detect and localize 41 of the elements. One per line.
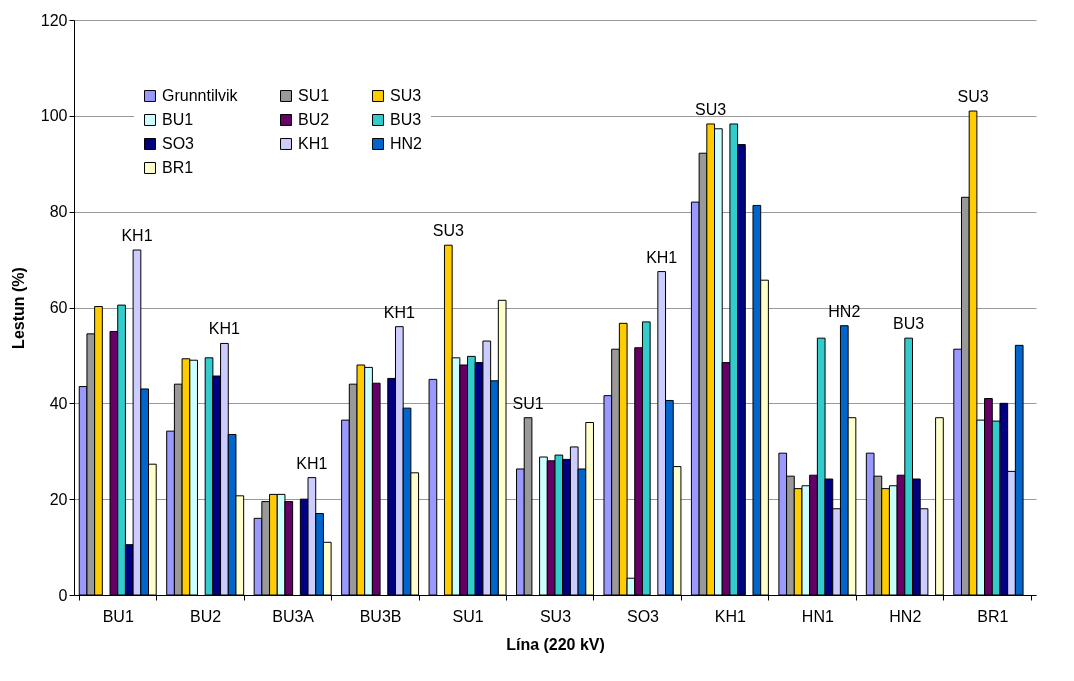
x-tick-label: HN1 (801, 607, 834, 625)
y-tick-label: 20 (49, 490, 68, 508)
annotation: SU3 (957, 88, 989, 106)
annotation: KH1 (383, 303, 415, 321)
legend-label: BU1 (162, 111, 194, 128)
legend-label: BU3 (390, 111, 422, 128)
legend-label: HN2 (390, 135, 423, 152)
x-tick-label: SU1 (452, 607, 484, 625)
x-tick-label: HN2 (889, 607, 922, 625)
annotation: SU1 (512, 394, 544, 412)
x-tick-label: SU3 (539, 607, 572, 625)
legend-label: BR1 (162, 159, 194, 176)
x-tick-label: BU2 (190, 607, 222, 625)
annotation: KH1 (646, 248, 678, 266)
x-tick-label: KH1 (714, 607, 747, 625)
y-tick-label: 120 (40, 11, 68, 29)
legend-label: Grunntilvik (162, 87, 239, 104)
y-tick-label: 100 (40, 107, 68, 125)
y-tick-label: 60 (49, 299, 68, 316)
annotation: KH1 (208, 320, 241, 338)
legend-label: BU2 (298, 111, 330, 128)
legend-label: SO3 (162, 135, 195, 152)
x-tick-label: BR1 (977, 607, 1009, 625)
y-tick-label: 80 (49, 203, 68, 221)
x-tick-label: BU3A (272, 607, 315, 625)
annotation: SU3 (695, 100, 727, 118)
annotation: KH1 (296, 454, 328, 472)
annotation: BU3 (893, 315, 925, 333)
annotation: SU3 (432, 222, 464, 240)
y-tick-label: 40 (49, 394, 68, 412)
legend-label: SU3 (390, 87, 422, 104)
x-axis-title: Lína (220 kV) (506, 635, 605, 653)
y-axis-title: Lestun (%) (9, 267, 27, 349)
x-tick-label: BU1 (102, 607, 134, 625)
annotation: KH1 (121, 227, 153, 244)
legend-label: SU1 (298, 87, 330, 104)
y-tick-label: 0 (58, 586, 68, 604)
x-tick-label: BU3B (359, 607, 402, 625)
x-tick-label: SO3 (626, 607, 660, 625)
legend-label: KH1 (298, 135, 330, 152)
annotation: HN2 (828, 302, 861, 320)
